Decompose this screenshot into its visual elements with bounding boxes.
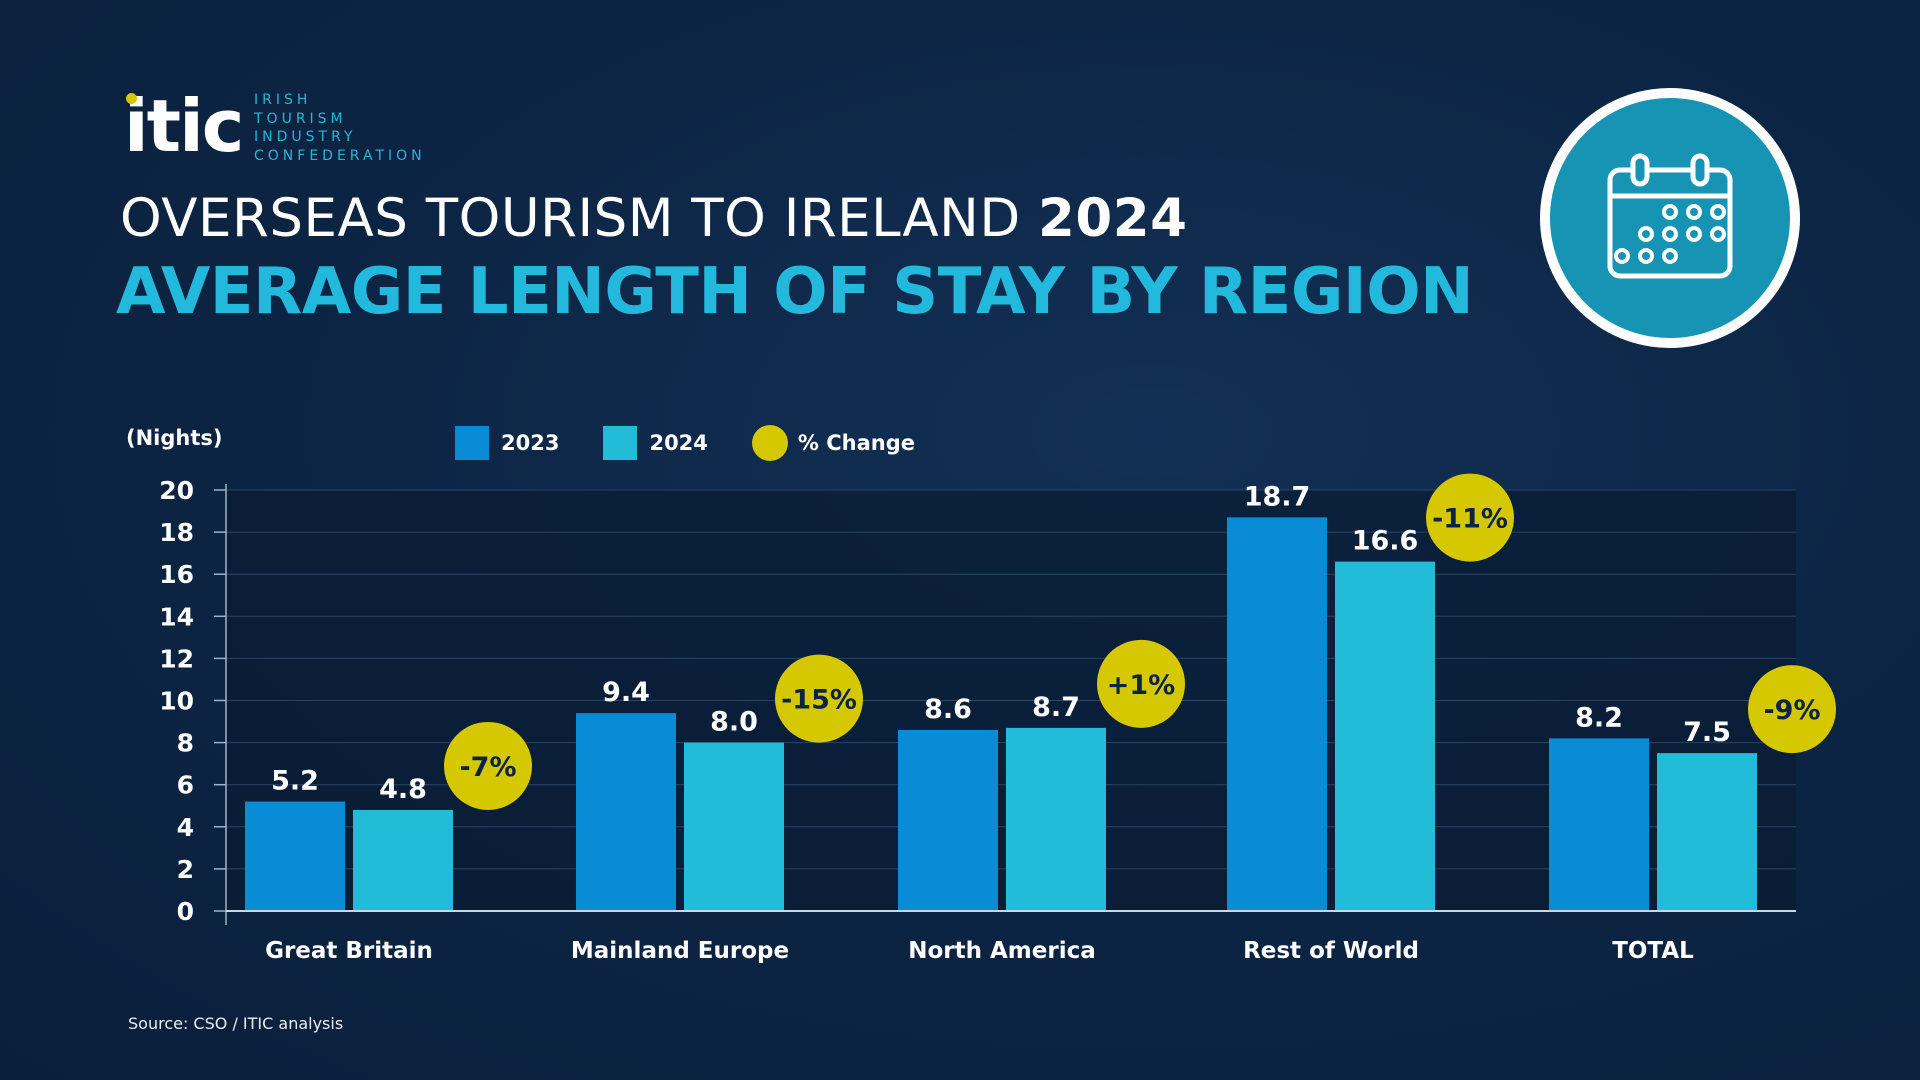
bar-2024 bbox=[684, 742, 784, 911]
title-year: 2024 bbox=[1037, 188, 1188, 249]
bar-value-label: 18.7 bbox=[1244, 481, 1311, 512]
title-prefix: OVERSEAS TOURISM TO IRELAND bbox=[120, 188, 1038, 249]
x-category-label: North America bbox=[908, 938, 1096, 964]
bar-2024 bbox=[1657, 753, 1757, 911]
bar-value-label: 16.6 bbox=[1352, 526, 1419, 557]
bar-2023 bbox=[1227, 517, 1327, 911]
bar-value-label: 8.6 bbox=[924, 694, 972, 725]
change-badge-label: -9% bbox=[1763, 695, 1820, 726]
change-badge-label: -7% bbox=[459, 752, 516, 783]
y-tick-label: 12 bbox=[159, 644, 194, 673]
change-badge: -11% bbox=[1426, 473, 1514, 562]
x-category-labels: Great Britain Mainland Europe North Americ… bbox=[265, 938, 1694, 964]
bar-value-label: 8.0 bbox=[710, 707, 758, 738]
bar-2023 bbox=[1549, 738, 1649, 911]
change-badge: -7% bbox=[444, 721, 532, 810]
y-tick-label: 8 bbox=[177, 729, 194, 758]
legend-swatch-2023 bbox=[455, 426, 489, 460]
bar-value-label: 7.5 bbox=[1683, 717, 1731, 748]
legend-item-2023: 2023 bbox=[455, 426, 559, 460]
y-tick-label: 10 bbox=[159, 687, 194, 716]
y-tick-label: 6 bbox=[177, 771, 194, 800]
calendar-badge-inner bbox=[1550, 98, 1790, 338]
change-badge-circle bbox=[1426, 473, 1514, 562]
calendar-badge bbox=[1540, 88, 1800, 348]
change-badge-circle bbox=[1748, 665, 1836, 754]
chart-legend: 2023 2024 % Change bbox=[455, 424, 959, 462]
y-axis-unit-label: (Nights) bbox=[126, 426, 223, 450]
y-tick-label: 20 bbox=[159, 476, 194, 505]
logo-dot bbox=[126, 93, 137, 104]
legend-swatch-2024 bbox=[603, 426, 638, 460]
logo-mark: itic bbox=[124, 84, 244, 168]
bar-value-labels: 5.2 4.8 9.4 8.0 8.6 8.7 18.7 16.6 8.2 7.5 bbox=[271, 481, 1731, 805]
bar-2023 bbox=[898, 729, 998, 911]
change-badge: -15% bbox=[775, 654, 863, 743]
logo-text-line: TOURISM bbox=[254, 110, 347, 127]
change-badge-circle bbox=[444, 721, 532, 810]
page-subtitle: AVERAGE LENGTH OF STAY BY REGION bbox=[116, 255, 1474, 329]
legend-label-change: % Change bbox=[797, 431, 916, 455]
bar-2024 bbox=[353, 809, 453, 911]
logo-text-line: CONFEDERATION bbox=[254, 147, 426, 164]
bar-value-label: 5.2 bbox=[271, 766, 319, 797]
y-tick-label: 0 bbox=[177, 897, 194, 926]
bar-value-label: 8.2 bbox=[1575, 702, 1623, 733]
change-badge: -9% bbox=[1748, 665, 1836, 754]
legend-item-2024: 2024 bbox=[603, 426, 708, 460]
bar-value-label: 9.4 bbox=[602, 677, 650, 708]
bar-2024 bbox=[1006, 727, 1106, 911]
y-tick-label: 2 bbox=[177, 855, 194, 884]
page-title: OVERSEAS TOURISM TO IRELAND 2024 bbox=[120, 188, 1188, 249]
itic-logo: itic IRISH TOURISM INDUSTRY CONFEDERATIO… bbox=[124, 86, 444, 166]
bar-2023 bbox=[245, 801, 345, 911]
x-category-label: Rest of World bbox=[1243, 938, 1419, 964]
y-tick-labels: 0 2 4 6 8 10 12 14 16 18 20 bbox=[159, 476, 226, 926]
y-tick-label: 4 bbox=[177, 813, 194, 842]
change-badge-label: -11% bbox=[1432, 504, 1508, 535]
change-badge-circle bbox=[775, 654, 863, 743]
x-category-label: Great Britain bbox=[265, 938, 433, 964]
y-tick-label: 18 bbox=[159, 518, 194, 547]
logo-text-line: IRISH bbox=[254, 92, 312, 108]
y-tick-label: 16 bbox=[159, 560, 194, 589]
bars bbox=[245, 517, 1757, 911]
change-badge-label: +1% bbox=[1107, 670, 1175, 701]
change-badge: +1% bbox=[1097, 639, 1185, 728]
y-tick-label: 14 bbox=[159, 602, 194, 631]
x-category-label: TOTAL bbox=[1612, 938, 1694, 964]
bar-2024 bbox=[1335, 561, 1435, 911]
change-badges: -7% -15% +1% -11% -9% bbox=[444, 473, 1836, 810]
legend-label-2024: 2024 bbox=[649, 431, 708, 455]
bar-value-label: 4.8 bbox=[379, 774, 427, 805]
bar-value-label: 8.7 bbox=[1032, 692, 1080, 723]
calendar-icon bbox=[1607, 153, 1733, 279]
logo-text: IRISH TOURISM INDUSTRY CONFEDERATION bbox=[254, 91, 426, 165]
bar-2023 bbox=[576, 713, 676, 911]
source-note: Source: CSO / ITIC analysis bbox=[128, 1014, 344, 1033]
logo-text-line: INDUSTRY bbox=[254, 129, 357, 145]
x-category-label: Mainland Europe bbox=[571, 938, 789, 964]
legend-dot-change bbox=[751, 425, 788, 461]
legend-item-change: % Change bbox=[751, 425, 916, 461]
change-badge-label: -15% bbox=[781, 685, 857, 716]
change-badge-circle bbox=[1097, 639, 1185, 728]
legend-label-2023: 2023 bbox=[501, 431, 560, 455]
